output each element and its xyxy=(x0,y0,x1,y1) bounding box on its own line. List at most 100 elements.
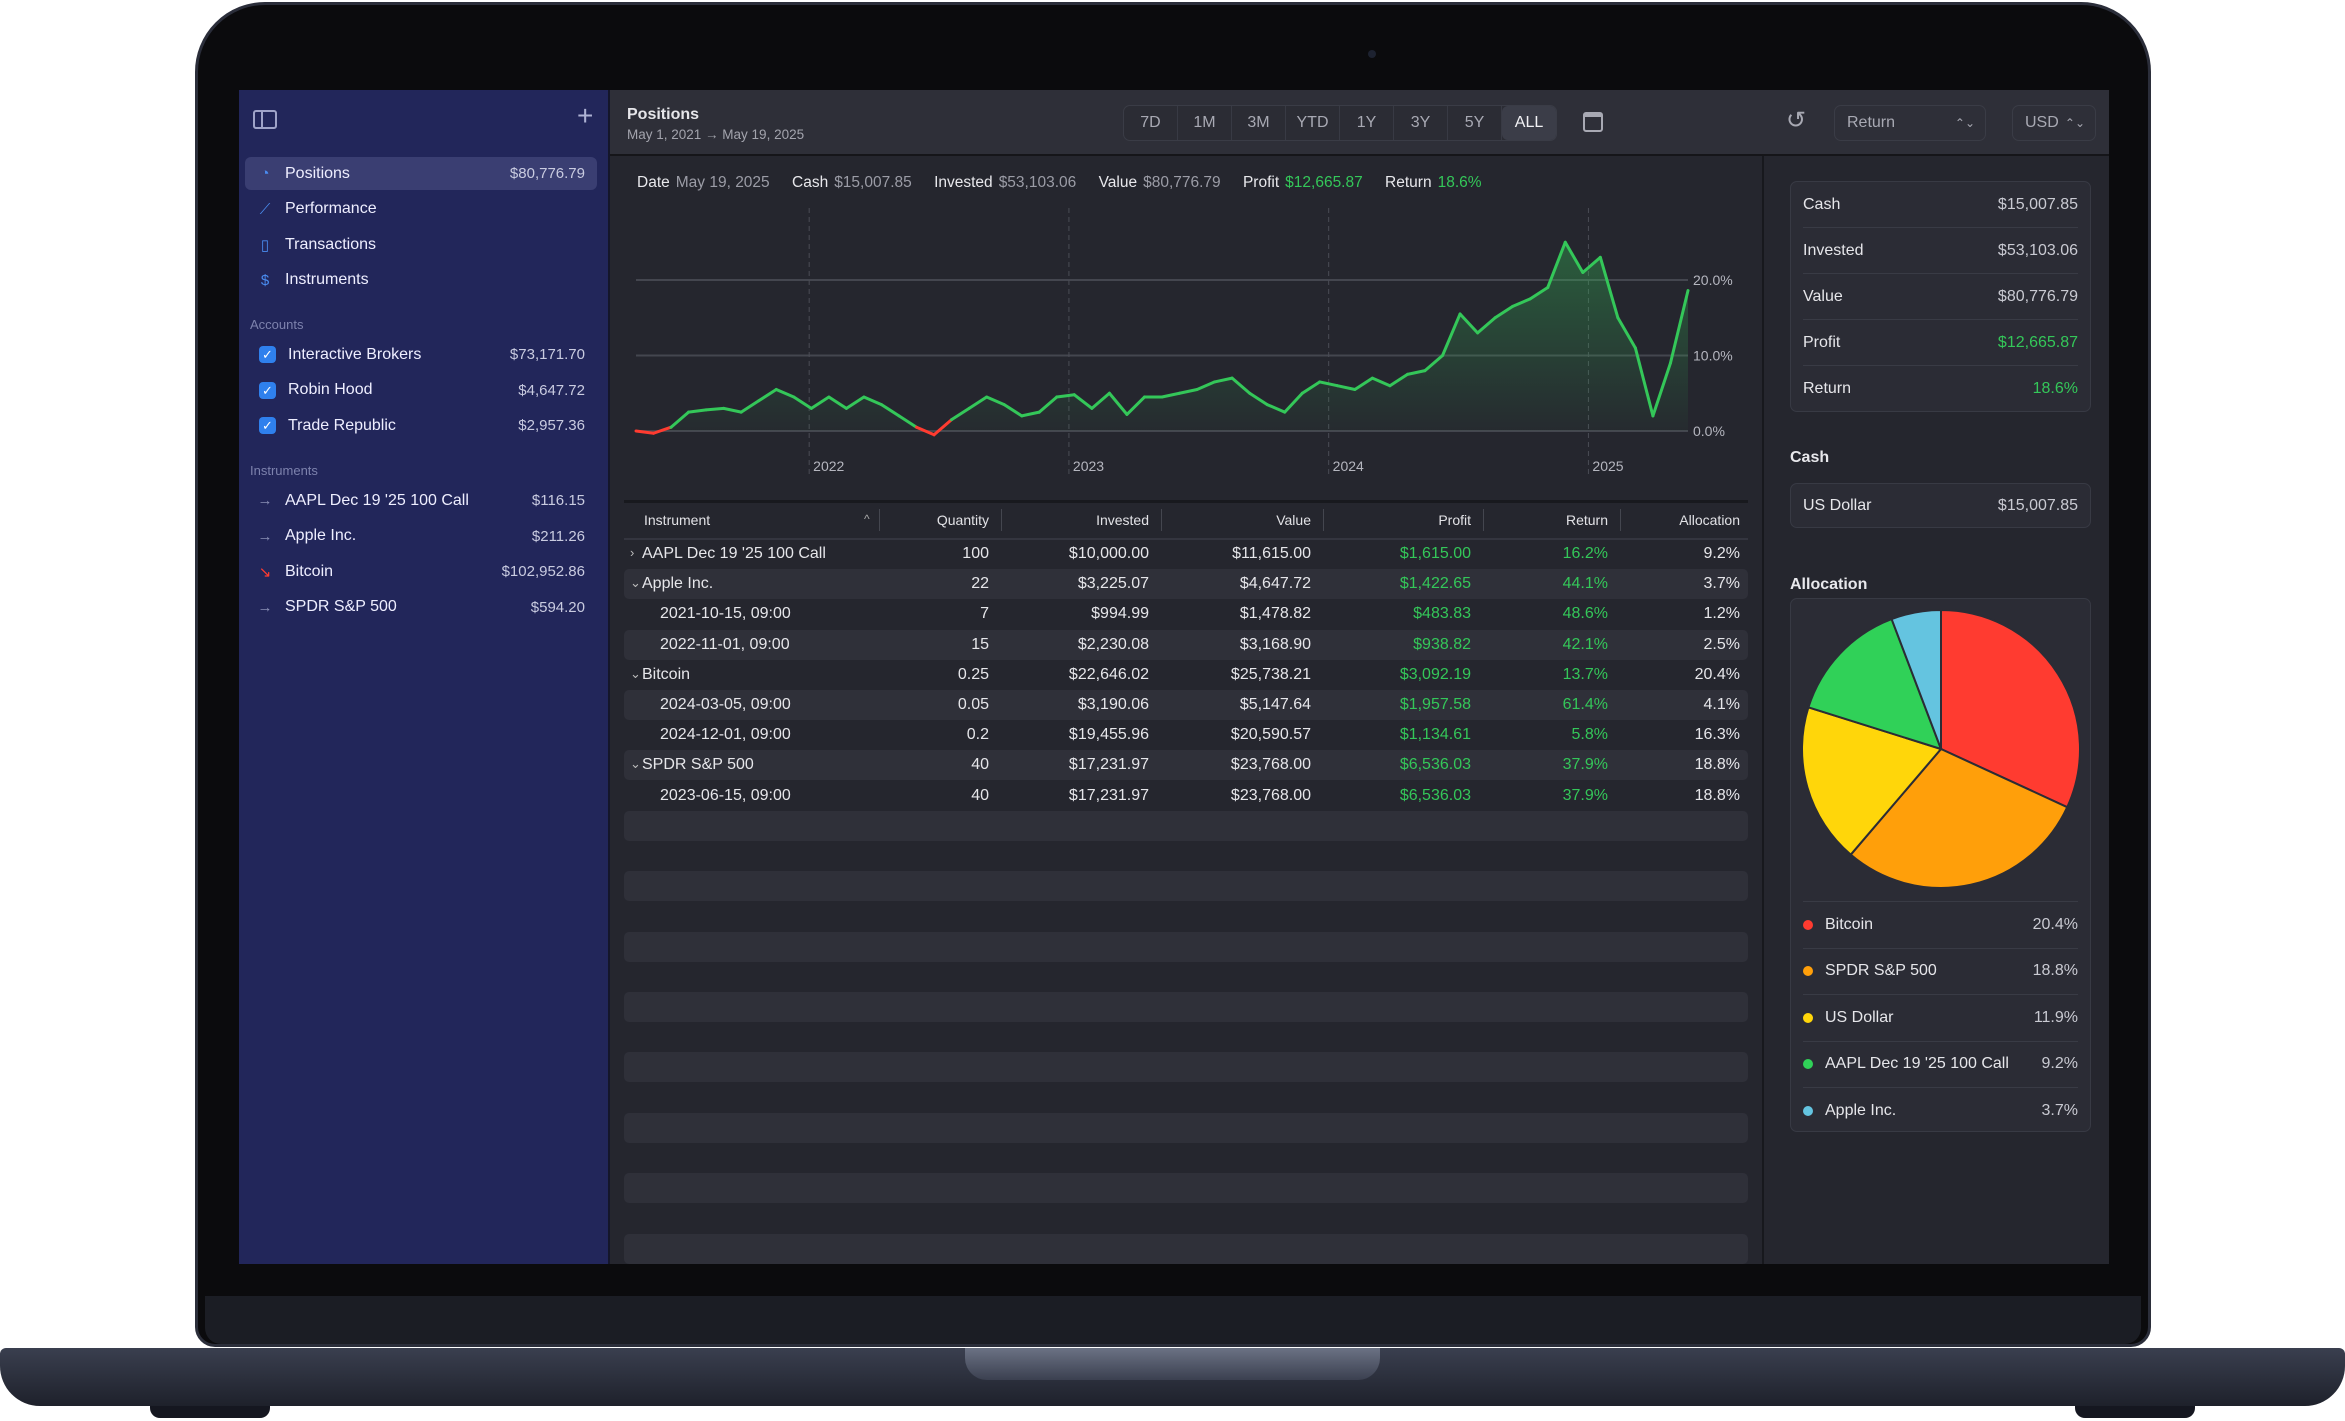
chart-line-segment xyxy=(1265,403,1287,414)
pie-slice[interactable] xyxy=(1801,706,1943,857)
sidebar-item-instruments[interactable]: $ Instruments xyxy=(245,264,597,297)
table-row[interactable]: ⌄ Bitcoin 0.25 $22,646.02 $25,738.21 $3,092.1… xyxy=(624,660,1748,690)
sidebar: + ◔ Positions $80,776.79 ⟋ Performance ▯ Trans… xyxy=(239,90,610,1264)
instrument-item[interactable]: → AAPL Dec 19 '25 100 Call $116.15 xyxy=(245,484,597,517)
pie-slice[interactable] xyxy=(1890,608,1942,750)
x-tick-label: 2022 xyxy=(813,458,844,474)
pie-slice[interactable] xyxy=(1849,747,2069,889)
profit-cell: $6,536.03 xyxy=(1399,756,1471,774)
account-item[interactable]: ✓ Interactive Brokers $73,171.70 xyxy=(245,338,597,371)
range-3m[interactable]: 3M xyxy=(1232,106,1286,140)
account-item[interactable]: ✓ Robin Hood $4,647.72 xyxy=(245,374,597,407)
chart-line-segment xyxy=(1370,376,1392,388)
sidebar-item-transactions[interactable]: ▯ Transactions xyxy=(245,228,597,261)
sidebar-toggle-icon[interactable] xyxy=(253,110,277,129)
invested-cell: $17,231.97 xyxy=(1068,786,1149,804)
laptop-notch xyxy=(965,1348,1380,1380)
allocation-pie-chart[interactable] xyxy=(1791,599,2092,899)
instrument-item[interactable]: → SPDR S&P 500 $594.20 xyxy=(245,591,597,624)
table-row[interactable]: ⌄ Apple Inc. 22 $3,225.07 $4,647.72 $1,422.65… xyxy=(624,569,1748,600)
chart-area xyxy=(636,242,1688,435)
column-header-quantity[interactable]: Quantity xyxy=(936,512,989,528)
table-row[interactable]: 2024-12-01, 09:00 0.2 $19,455.96 $20,590.57… xyxy=(624,720,1748,750)
pie-slice[interactable] xyxy=(1940,608,2081,809)
checkbox[interactable]: ✓ xyxy=(259,417,276,434)
table-row[interactable]: 2021-10-15, 09:00 7 $994.99 $1,478.82 $483.8… xyxy=(624,599,1748,629)
chevron-down-icon[interactable]: ⌄ xyxy=(630,575,641,591)
column-header-allocation[interactable]: Allocation xyxy=(1679,512,1740,528)
range-all[interactable]: ALL xyxy=(1502,106,1556,140)
column-header-instrument[interactable]: Instrument xyxy=(644,512,711,528)
range-7d[interactable]: 7D xyxy=(1124,106,1178,140)
legend-label: Bitcoin xyxy=(1825,915,1874,933)
sidebar-item-positions[interactable]: ◔ Positions $80,776.79 xyxy=(245,157,597,190)
range-1m[interactable]: 1M xyxy=(1178,106,1232,140)
range-1y[interactable]: 1Y xyxy=(1340,106,1394,140)
empty-row xyxy=(624,992,1748,1022)
cash-row-label: US Dollar xyxy=(1803,497,1872,514)
sidebar-item-performance[interactable]: ⟋ Performance xyxy=(245,193,597,226)
invested-cell: $17,231.97 xyxy=(1068,756,1149,774)
account-value: $4,647.72 xyxy=(518,381,585,399)
instrument-value: $594.20 xyxy=(530,598,585,616)
chart-line-segment xyxy=(1178,387,1199,395)
instrument-cell: 2024-03-05, 09:00 xyxy=(660,696,791,713)
chart-line-segment xyxy=(1441,312,1462,357)
checkbox[interactable]: ✓ xyxy=(259,346,276,363)
summary-label: Profit xyxy=(1803,333,1841,351)
qty-cell: 0.05 xyxy=(957,696,989,713)
chart-line-segment xyxy=(1072,393,1094,410)
plus-icon[interactable]: + xyxy=(577,100,594,131)
range-3y[interactable]: 3Y xyxy=(1394,106,1448,140)
range-5y[interactable]: 5Y xyxy=(1448,106,1502,140)
column-header-invested[interactable]: Invested xyxy=(1096,512,1149,528)
empty-row xyxy=(624,1143,1748,1173)
table-row[interactable]: 2024-03-05, 09:00 0.05 $3,190.06 $5,147.64 $… xyxy=(624,690,1748,720)
pie-slice[interactable] xyxy=(1807,617,1943,751)
ret-cell: 48.6% xyxy=(1562,605,1608,623)
chart-line-segment xyxy=(1002,403,1024,418)
book-icon: ▯ xyxy=(260,236,270,254)
legend-label: AAPL Dec 19 '25 100 Call xyxy=(1825,1055,2009,1072)
table-row[interactable]: ⌄ SPDR S&P 500 40 $17,231.97 $23,768.00 $6,53… xyxy=(624,750,1748,781)
instrument-item[interactable]: → Apple Inc. $211.26 xyxy=(245,520,597,553)
calendar-icon[interactable] xyxy=(1583,112,1603,132)
toolbar: Positions May 1, 2021 → May 19, 2025 7D 1… xyxy=(610,90,2109,156)
chevron-down-icon[interactable]: ⌄ xyxy=(630,756,641,772)
table-row[interactable]: 2022-11-01, 09:00 15 $2,230.08 $3,168.90 $93… xyxy=(624,629,1748,660)
instrument-item[interactable]: ↘ Bitcoin $102,952.86 xyxy=(245,555,597,588)
alloc-cell: 16.3% xyxy=(1694,726,1740,744)
metric-select[interactable]: Return ⌃⌄ xyxy=(1834,105,1986,141)
history-icon[interactable]: ↺ xyxy=(1786,107,1807,134)
chart-line-segment xyxy=(1598,255,1620,320)
table-row[interactable]: › AAPL Dec 19 '25 100 Call 100 $10,000.00 $1… xyxy=(624,539,1748,569)
performance-chart[interactable]: 0.0% 10.0% 20.0% 2022 2023 2024 2025 xyxy=(239,90,1762,500)
range-ytd[interactable]: YTD xyxy=(1286,106,1340,140)
empty-row xyxy=(624,1203,1748,1233)
chevron-right-icon[interactable]: › xyxy=(630,545,635,560)
chart-line-segment xyxy=(774,387,796,399)
chart-line-segment xyxy=(897,414,919,429)
chart-line-segment xyxy=(1283,391,1304,414)
chart-line-segment xyxy=(862,395,883,407)
legend-dot xyxy=(1803,966,1813,976)
summary-card: Cash $15,007.85 Invested $53,103.06 Value $80… xyxy=(1790,181,2091,412)
currency-select-value: USD xyxy=(2025,114,2059,131)
column-header-value[interactable]: Value xyxy=(1276,512,1311,528)
column-header-return[interactable]: Return xyxy=(1565,512,1608,528)
currency-select[interactable]: USD ⌃⌄ xyxy=(2012,105,2096,141)
checkbox[interactable]: ✓ xyxy=(259,381,276,399)
qty-cell: 40 xyxy=(971,786,989,804)
y-tick-label: 0.0% xyxy=(1693,423,1725,439)
chart-line-segment xyxy=(1668,289,1690,365)
table-row[interactable]: 2023-06-15, 09:00 40 $17,231.97 $23,768.00 $… xyxy=(624,781,1748,811)
invested-cell: $994.99 xyxy=(1091,605,1149,623)
column-header-profit[interactable]: Profit xyxy=(1438,512,1471,528)
chevron-down-icon[interactable]: ⌄ xyxy=(630,665,641,681)
column-divider xyxy=(1161,509,1162,531)
ret-cell: 37.9% xyxy=(1562,756,1608,774)
account-item[interactable]: ✓ Trade Republic $2,957.36 xyxy=(245,409,597,442)
qty-cell: 100 xyxy=(962,545,989,562)
chart-line-segment xyxy=(985,395,1006,407)
empty-row xyxy=(624,1022,1748,1052)
